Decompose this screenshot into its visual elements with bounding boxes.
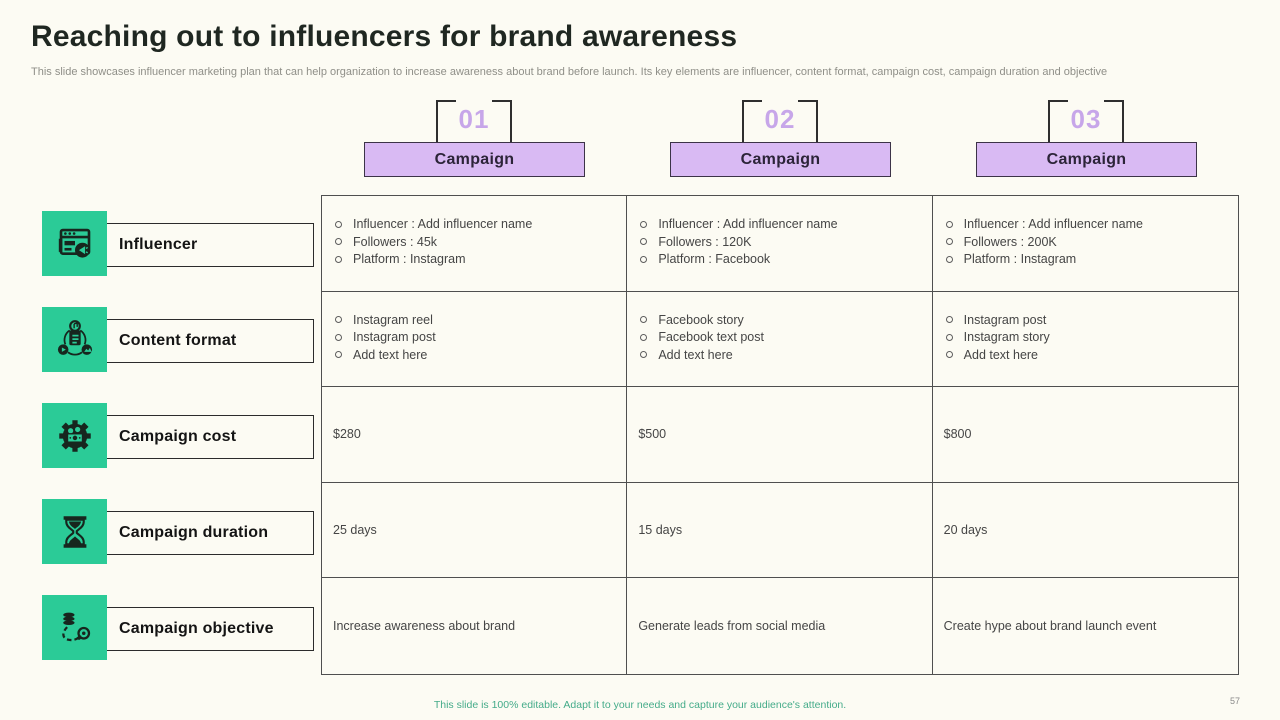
objective-value: Create hype about brand launch event [943, 619, 1157, 634]
list-item: Facebook text post [640, 330, 923, 344]
list-item: Followers : 120K [640, 235, 923, 249]
list-item: Add text here [640, 348, 923, 362]
column-number: 03 [1070, 104, 1102, 134]
table-cell-influencer-1: Influencer : Add influencer name Followe… [322, 196, 628, 292]
campaign-objective-icon [42, 595, 107, 660]
campaign-header-3: Campaign [976, 142, 1197, 177]
page-title: Reaching out to influencers for brand aw… [31, 20, 738, 53]
influencer-icon [42, 211, 107, 276]
objective-value: Generate leads from social media [638, 619, 826, 634]
table-cell-objective-2: Generate leads from social media [627, 578, 933, 674]
list-item: Facebook story [640, 313, 923, 327]
category-label: Campaign objective [119, 620, 274, 637]
column-number-bracket: 03 [1048, 100, 1124, 144]
category-label: Content format [119, 332, 237, 349]
table-cell-objective-3: Create hype about brand launch event [933, 578, 1238, 674]
table-cell-objective-1: Increase awareness about brand [322, 578, 628, 674]
category-campaign-objective: Campaign objective [102, 607, 314, 651]
list-item: Instagram story [946, 330, 1230, 344]
table-cell-duration-3: 20 days [932, 483, 1238, 579]
list-item: Add text here [335, 348, 618, 362]
category-influencer: Influencer [102, 223, 314, 267]
table-cell-cost-3: $800 [932, 387, 1238, 483]
list-item: Platform : Facebook [640, 252, 923, 266]
list-item: Add text here [946, 348, 1230, 362]
table-cell-cost-1: $280 [322, 387, 628, 483]
cost-value: $500 [638, 427, 667, 442]
category-label: Campaign duration [119, 524, 269, 541]
list-item: Influencer : Add influencer name [335, 217, 618, 231]
duration-value: 20 days [943, 523, 988, 538]
duration-value: 25 days [333, 523, 377, 538]
category-content-format: Content format [102, 319, 314, 363]
column-number-bracket: 01 [436, 100, 512, 144]
column-number-bracket: 02 [742, 100, 818, 144]
list-item: Influencer : Add influencer name [640, 217, 923, 231]
page-number: 57 [1230, 696, 1241, 706]
slide-subtitle: This slide showcases influencer marketin… [31, 66, 1108, 78]
list-item: Influencer : Add influencer name [946, 217, 1230, 231]
table-cell-cost-2: $500 [627, 387, 933, 483]
list-item: Followers : 45k [335, 235, 618, 249]
table-cell-content-format-1: Instagram reel Instagram post Add text h… [322, 291, 628, 388]
list-item: Platform : Instagram [335, 252, 618, 266]
table-cell-content-format-2: Facebook story Facebook text post Add te… [627, 291, 933, 388]
content-format-icon [42, 307, 107, 372]
objective-value: Increase awareness about brand [333, 619, 516, 634]
table-cell-duration-2: 15 days [627, 482, 933, 579]
list-item: Instagram reel [335, 313, 618, 327]
campaign-cost-icon [42, 403, 107, 468]
list-item: Followers : 200K [946, 235, 1230, 249]
column-number: 01 [458, 104, 490, 134]
cost-value: $800 [943, 427, 972, 442]
category-campaign-duration: Campaign duration [102, 511, 314, 555]
cost-value: $280 [333, 427, 361, 442]
table-cell-influencer-3: Influencer : Add influencer name Followe… [932, 196, 1238, 292]
campaign-header-2: Campaign [670, 142, 891, 177]
category-label: Influencer [119, 236, 198, 253]
campaign-header-1: Campaign [364, 142, 585, 177]
table-cell-duration-1: 25 days [322, 482, 628, 579]
list-item: Instagram post [946, 313, 1230, 327]
list-item: Platform : Instagram [946, 252, 1230, 266]
column-number: 02 [764, 104, 796, 134]
duration-value: 15 days [638, 523, 683, 538]
category-campaign-cost: Campaign cost [102, 415, 314, 459]
category-label: Campaign cost [119, 428, 237, 445]
list-item: Instagram post [335, 330, 618, 344]
campaign-duration-icon [42, 499, 107, 564]
campaign-table: Influencer : Add influencer name Followe… [321, 195, 1239, 675]
footer-note: This slide is 100% editable. Adapt it to… [433, 699, 847, 711]
table-cell-content-format-3: Instagram post Instagram story Add text … [932, 292, 1238, 388]
table-cell-influencer-2: Influencer : Add influencer name Followe… [627, 196, 933, 292]
